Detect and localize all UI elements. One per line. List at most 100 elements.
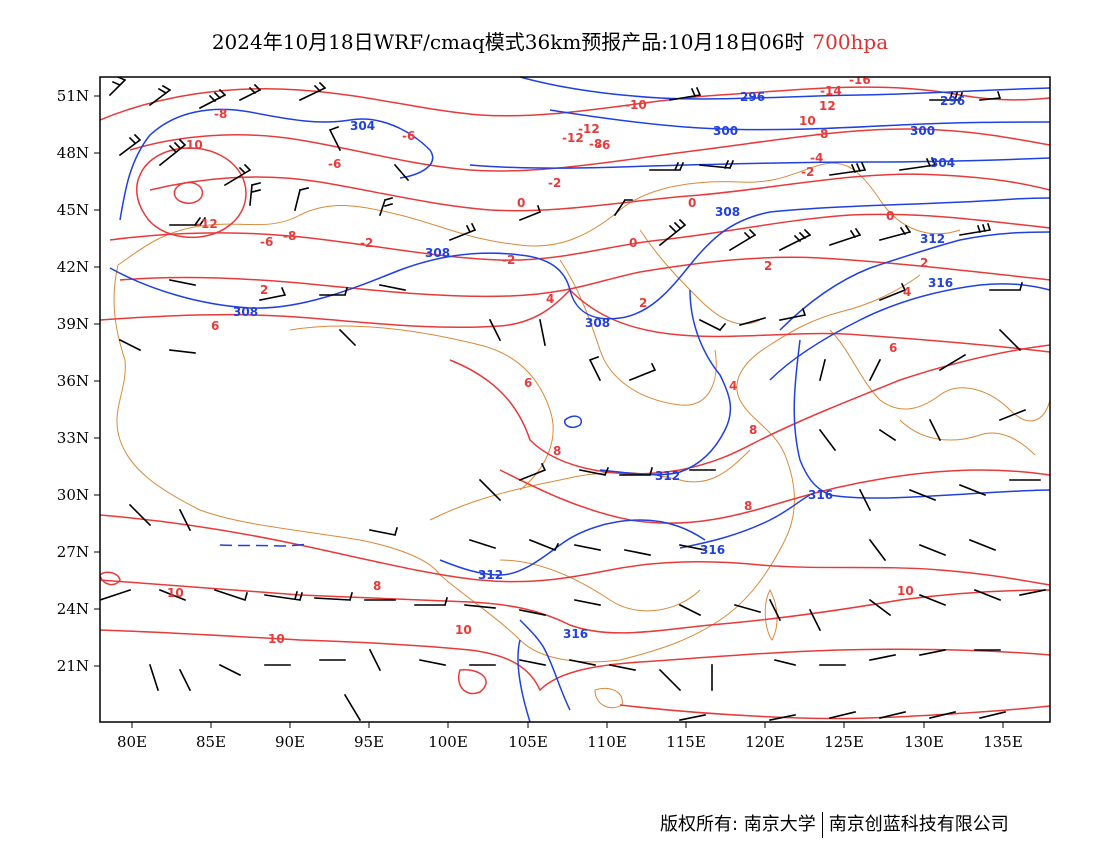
- wind-barb: [343, 693, 362, 722]
- wind-barb: [118, 133, 142, 157]
- wind-barb: [938, 353, 967, 372]
- longitude-axis: [131, 722, 1004, 728]
- temperature-label: -2: [548, 176, 561, 190]
- temperature-label: 10: [455, 623, 472, 637]
- wind-barb: [419, 659, 446, 666]
- wind-barb: [998, 408, 1027, 422]
- wind-barb: [628, 362, 657, 382]
- lat-tick-label: 51N: [57, 87, 89, 105]
- temp-contour-s2: [100, 579, 1050, 634]
- height-contour-304: [469, 157, 1050, 169]
- lon-tick-label: 95E: [354, 733, 384, 751]
- wind-barb: [829, 161, 867, 176]
- wind-barb: [734, 604, 761, 613]
- height-contour-308: [109, 197, 1050, 320]
- wind-barb: [808, 608, 822, 632]
- height-label: 296: [740, 90, 765, 104]
- china-boundary-north: [117, 162, 961, 266]
- height-contour-316-north: [769, 283, 1050, 381]
- temperature-label: 10: [167, 586, 184, 600]
- wind-barb: [528, 538, 560, 552]
- wind-barb: [699, 159, 735, 170]
- wind-barb: [118, 338, 142, 352]
- wind-barb: [169, 349, 196, 354]
- temperature-label: 2: [260, 283, 268, 297]
- height-label: 312: [655, 469, 680, 483]
- height-contour-316-coast: [793, 339, 1050, 499]
- wind-barb: [698, 318, 727, 332]
- temp-contour-n5: [119, 256, 1050, 298]
- wind-barb: [869, 654, 896, 661]
- wind-barb: [973, 588, 1002, 602]
- wind-barb: [574, 544, 601, 551]
- wind-barb: [879, 711, 906, 719]
- wind-barb: [468, 538, 497, 550]
- height-contours: [109, 77, 1050, 722]
- lat-tick-label: 27N: [57, 543, 89, 561]
- wind-barbs: [100, 77, 1046, 722]
- lon-tick-label: 110E: [587, 733, 627, 751]
- wind-barb: [649, 161, 685, 172]
- wind-barb: [379, 284, 406, 291]
- wind-barb: [818, 428, 837, 452]
- wind-barb: [958, 483, 987, 497]
- lat-tick-label: 30N: [57, 486, 89, 504]
- wind-barb: [899, 156, 937, 171]
- wind-barb: [679, 544, 706, 551]
- lat-tick-label: 36N: [57, 372, 89, 390]
- height-contour-312-south: [439, 519, 706, 576]
- temp-contour-n4: [109, 213, 1050, 261]
- height-contour-314-loop: [563, 415, 582, 428]
- temperature-label: 2: [920, 256, 928, 270]
- wind-barb: [774, 659, 796, 666]
- temp-contour-vortex-inner: [173, 181, 204, 204]
- korea-japan-coast: [829, 329, 1050, 422]
- height-label: 308: [425, 246, 450, 260]
- temperature-label: 0: [629, 236, 637, 250]
- wind-barb: [979, 90, 1002, 101]
- wind-barb: [128, 503, 152, 527]
- height-label: 312: [920, 232, 945, 246]
- temperature-label: -12: [578, 122, 600, 136]
- wind-barb: [298, 81, 327, 102]
- wind-barb: [929, 711, 956, 719]
- wind-barb: [769, 714, 796, 721]
- temperature-label: 0: [886, 209, 894, 223]
- wind-barb: [238, 83, 262, 102]
- height-label: 300: [910, 124, 935, 138]
- temp-contour-m1: [449, 344, 1050, 475]
- temperature-label: -12: [562, 131, 584, 145]
- lat-tick-label: 21N: [57, 657, 89, 675]
- lon-tick-label: 105E: [508, 733, 548, 751]
- lat-tick-label: 45N: [57, 201, 89, 219]
- height-label: 304: [930, 156, 955, 170]
- footer-credits: 版权所有: 南京大学 南京创蓝科技有限公司: [660, 810, 1009, 838]
- wind-barb: [918, 593, 947, 607]
- temp-contour-vortex: [135, 147, 247, 238]
- wind-barb: [658, 668, 682, 692]
- temperature-label: 8: [373, 579, 381, 593]
- temp-contour-s5: [458, 669, 487, 695]
- china-boundary-south: [439, 274, 921, 663]
- temperature-label: 10: [897, 584, 914, 598]
- temp-contour-s6: [619, 704, 1050, 720]
- lon-tick-label: 125E: [824, 733, 864, 751]
- title-main: 2024年10月18日WRF/cmaq模式36km预报产品:10月18日06时: [211, 30, 805, 54]
- wind-barb: [878, 282, 907, 302]
- lon-tick-label: 85E: [196, 733, 226, 751]
- wind-barb: [264, 591, 303, 601]
- wind-barb: [829, 711, 856, 719]
- temperature-label: 2: [764, 259, 772, 273]
- height-contour-304-left: [119, 108, 434, 221]
- temperature-label: -12: [196, 217, 218, 231]
- lon-tick-label: 135E: [983, 733, 1023, 751]
- wind-barb: [368, 648, 382, 672]
- wind-barb: [613, 198, 633, 217]
- temperature-label: 8: [553, 444, 561, 458]
- province-line-5: [499, 559, 701, 612]
- province-line-3: [559, 259, 717, 406]
- height-contour-300: [549, 109, 1050, 131]
- temp-contour-m2: [499, 469, 1050, 524]
- temp-contour-n2: [129, 128, 1050, 172]
- wind-barb: [619, 467, 653, 476]
